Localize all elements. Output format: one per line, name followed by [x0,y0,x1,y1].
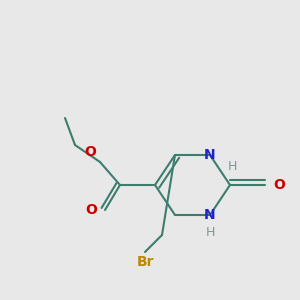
Text: O: O [273,178,285,192]
Text: Br: Br [136,255,154,269]
Text: O: O [85,203,97,217]
Text: H: H [205,226,215,239]
Text: H: H [227,160,237,173]
Text: N: N [204,148,216,162]
Text: O: O [84,145,96,159]
Text: N: N [204,208,216,222]
